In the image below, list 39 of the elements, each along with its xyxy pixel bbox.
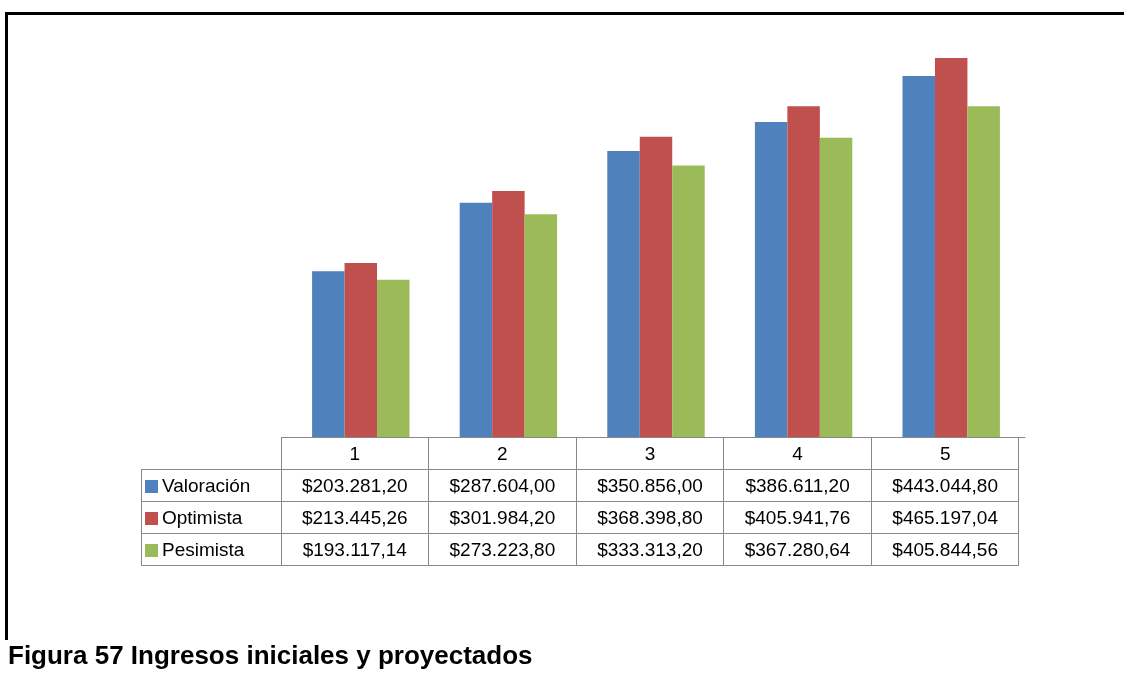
data-label: $405.844,56 <box>871 533 1019 566</box>
bar <box>344 263 378 437</box>
bar <box>607 151 640 437</box>
bar <box>459 202 493 437</box>
data-label: $193.117,14 <box>281 533 429 566</box>
legend-label: Valoración <box>141 469 281 502</box>
bar <box>377 279 410 437</box>
data-label: $213.445,26 <box>281 501 429 534</box>
x-tick-label: 5 <box>871 437 1019 470</box>
bar <box>967 106 1000 437</box>
data-label: $273.223,80 <box>428 533 577 566</box>
data-label: $443.044,80 <box>871 469 1019 502</box>
bar <box>787 106 820 437</box>
data-label: $368.398,80 <box>576 501 724 534</box>
x-tick-label: 2 <box>428 437 577 470</box>
data-label: $465.197,04 <box>871 501 1019 534</box>
bar <box>639 136 673 437</box>
text: Figura 57 Ingresos iniciales y proyectados <box>8 640 533 671</box>
bar <box>902 75 935 437</box>
bar <box>524 214 558 437</box>
bar <box>672 165 705 437</box>
legend-label: Optimista <box>141 501 281 534</box>
data-label: $287.604,00 <box>428 469 577 502</box>
x-tick-label: 3 <box>576 437 724 470</box>
bar <box>934 57 968 437</box>
bar <box>819 137 853 437</box>
data-label: $367.280,64 <box>723 533 872 566</box>
data-label: $386.611,20 <box>723 469 872 502</box>
data-label: $405.941,76 <box>723 501 872 534</box>
x-tick-label: 1 <box>281 437 429 470</box>
bar <box>754 121 788 437</box>
bar <box>312 271 345 437</box>
data-label: $203.281,20 <box>281 469 429 502</box>
data-label: $333.313,20 <box>576 533 724 566</box>
legend-label: Pesimista <box>141 533 281 566</box>
x-tick-label: 4 <box>723 437 872 470</box>
data-label: $350.856,00 <box>576 469 724 502</box>
data-label: $301.984,20 <box>428 501 577 534</box>
bar <box>492 190 525 437</box>
